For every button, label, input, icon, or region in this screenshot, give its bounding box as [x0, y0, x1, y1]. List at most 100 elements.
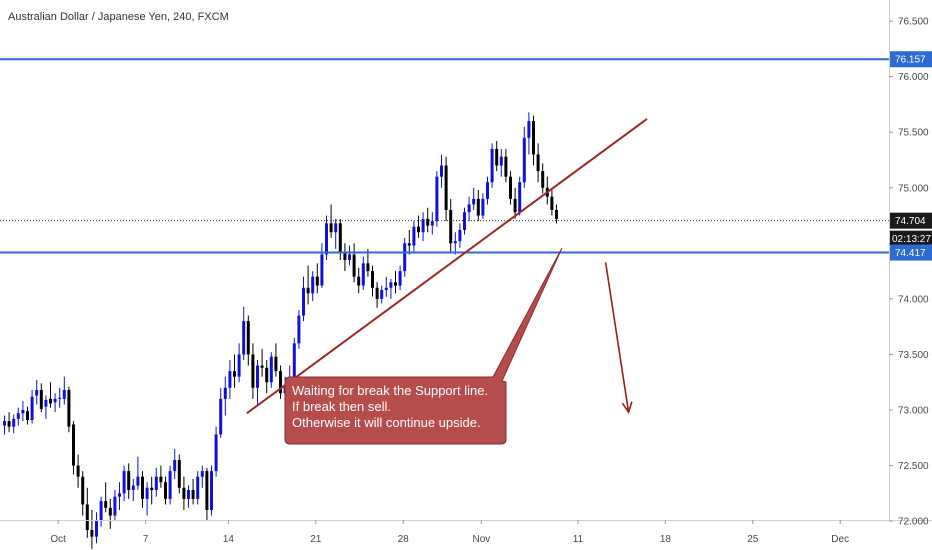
candle-body	[260, 365, 264, 368]
candle-body	[522, 137, 526, 183]
candle-body	[154, 476, 158, 490]
candle-body	[113, 496, 117, 516]
candle-body	[481, 198, 485, 216]
price-tags: 76.157 74.704 02:13:27 74.417	[890, 51, 932, 261]
y-tick-label: 75.000	[898, 183, 929, 194]
candle-body	[99, 501, 103, 522]
candle-body	[21, 410, 25, 414]
candle-body	[426, 218, 430, 226]
candle-body	[164, 482, 167, 499]
candle-body	[269, 356, 273, 383]
candle-body	[421, 218, 425, 233]
candle-body	[375, 287, 379, 299]
candle-body	[476, 198, 480, 216]
candle-body	[256, 365, 259, 388]
candle-body	[449, 210, 453, 244]
annotation-line-1: Waiting for break the Support line.	[292, 383, 488, 398]
candle-body	[467, 204, 471, 213]
down-arrow-head	[621, 401, 633, 415]
candle-body	[472, 198, 476, 205]
time-axis[interactable]: Oct 7 14 21 28 Nov 11 18 25 Dec	[50, 520, 849, 545]
candle-body	[536, 154, 540, 172]
candle-body	[329, 223, 333, 233]
x-tick-label: 7	[143, 534, 149, 545]
candle-body	[417, 226, 420, 233]
candle-body	[81, 476, 85, 505]
current-price-tag-bg	[890, 212, 932, 229]
resistance-tag-bg	[890, 51, 932, 68]
candle-body	[205, 471, 209, 510]
candle-body	[127, 471, 131, 490]
candle-body	[371, 271, 374, 288]
candle-body	[550, 196, 554, 210]
candle-body	[311, 276, 315, 294]
candle-body	[136, 476, 140, 486]
current-price-tag-label: 74.704	[895, 216, 926, 227]
candle-body	[182, 487, 186, 499]
candle-body	[76, 465, 80, 477]
candle-body	[58, 397, 62, 399]
candle-body	[297, 315, 301, 344]
candle-body	[251, 354, 255, 388]
x-tick-label: 25	[747, 534, 759, 545]
x-tick-label: 18	[660, 534, 672, 545]
candle-body	[306, 287, 310, 294]
candle-body	[53, 398, 57, 403]
candle-body	[430, 221, 434, 226]
candle-body	[444, 165, 448, 210]
x-tick-label: 11	[573, 534, 584, 545]
candle-body	[495, 148, 499, 166]
candle-body	[486, 182, 489, 199]
candle-body	[412, 226, 416, 246]
candle-body	[292, 343, 296, 377]
candle-body	[200, 471, 204, 477]
down-arrow-shaft	[604, 262, 630, 413]
candle-body	[196, 476, 200, 499]
candle-body	[361, 263, 365, 286]
candle-body	[141, 476, 144, 499]
candle-body	[7, 421, 11, 427]
candle-body	[191, 490, 195, 499]
candle-body	[159, 476, 163, 483]
x-tick-label: Nov	[473, 534, 491, 545]
candle-body	[233, 371, 236, 377]
candle-body	[499, 156, 503, 166]
candle-body	[458, 230, 462, 242]
support-trendline	[246, 118, 648, 415]
candle-body	[453, 241, 457, 244]
candle-body	[49, 398, 52, 404]
annotation-line-3: Otherwise it will continue upside.	[292, 415, 481, 430]
y-tick-label: 72.000	[898, 517, 929, 528]
candle-body	[39, 390, 43, 409]
candle-body	[108, 507, 112, 516]
y-tick-label: 75.500	[898, 128, 929, 139]
candle-body	[325, 223, 328, 255]
candle-body	[513, 198, 517, 213]
candle-body	[302, 287, 305, 316]
candle-body	[541, 171, 545, 188]
support-tag-label: 74.417	[895, 248, 926, 259]
support-tag-bg	[890, 244, 932, 261]
candle-body	[527, 121, 531, 138]
candle-body	[168, 471, 172, 499]
candle-body	[555, 210, 558, 219]
candle-body	[435, 176, 439, 222]
candle-body	[30, 396, 34, 420]
candle-body	[118, 493, 121, 497]
annotation-callout[interactable]: Waiting for break the Support line. If b…	[284, 247, 563, 445]
candle-body	[228, 371, 232, 388]
x-tick-label: 21	[310, 534, 322, 545]
candle-body	[334, 223, 338, 233]
candle-body	[145, 487, 149, 499]
annotation-bubble[interactable]	[284, 247, 563, 445]
candle-body	[509, 176, 512, 199]
annotation-line-2: If break then sell.	[292, 399, 391, 414]
candle-body	[35, 390, 39, 396]
candle-body	[214, 434, 218, 472]
candle-body	[104, 501, 108, 508]
candle-body	[403, 243, 407, 272]
candle-body	[72, 424, 75, 466]
candle-body	[463, 212, 466, 230]
